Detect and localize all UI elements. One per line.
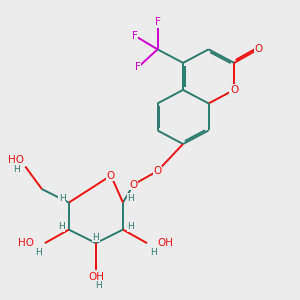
Text: O: O [107,170,115,181]
Text: H: H [59,194,66,202]
Text: H: H [150,248,156,257]
Text: O: O [153,166,162,176]
Text: H: H [58,222,65,231]
Text: OH: OH [88,272,104,282]
Text: O: O [230,85,238,95]
Text: O: O [254,44,262,54]
Text: F: F [132,31,138,41]
Text: F: F [135,62,141,72]
Text: OH: OH [158,238,173,248]
Text: H: H [35,248,42,257]
Text: H: H [13,165,20,174]
Text: F: F [154,17,160,27]
Text: HO: HO [8,155,24,165]
Text: H: H [127,194,134,202]
Text: H: H [95,281,102,290]
Text: H: H [92,232,99,242]
Text: O: O [129,180,138,190]
Text: H: H [127,222,134,231]
Text: HO: HO [18,238,34,248]
